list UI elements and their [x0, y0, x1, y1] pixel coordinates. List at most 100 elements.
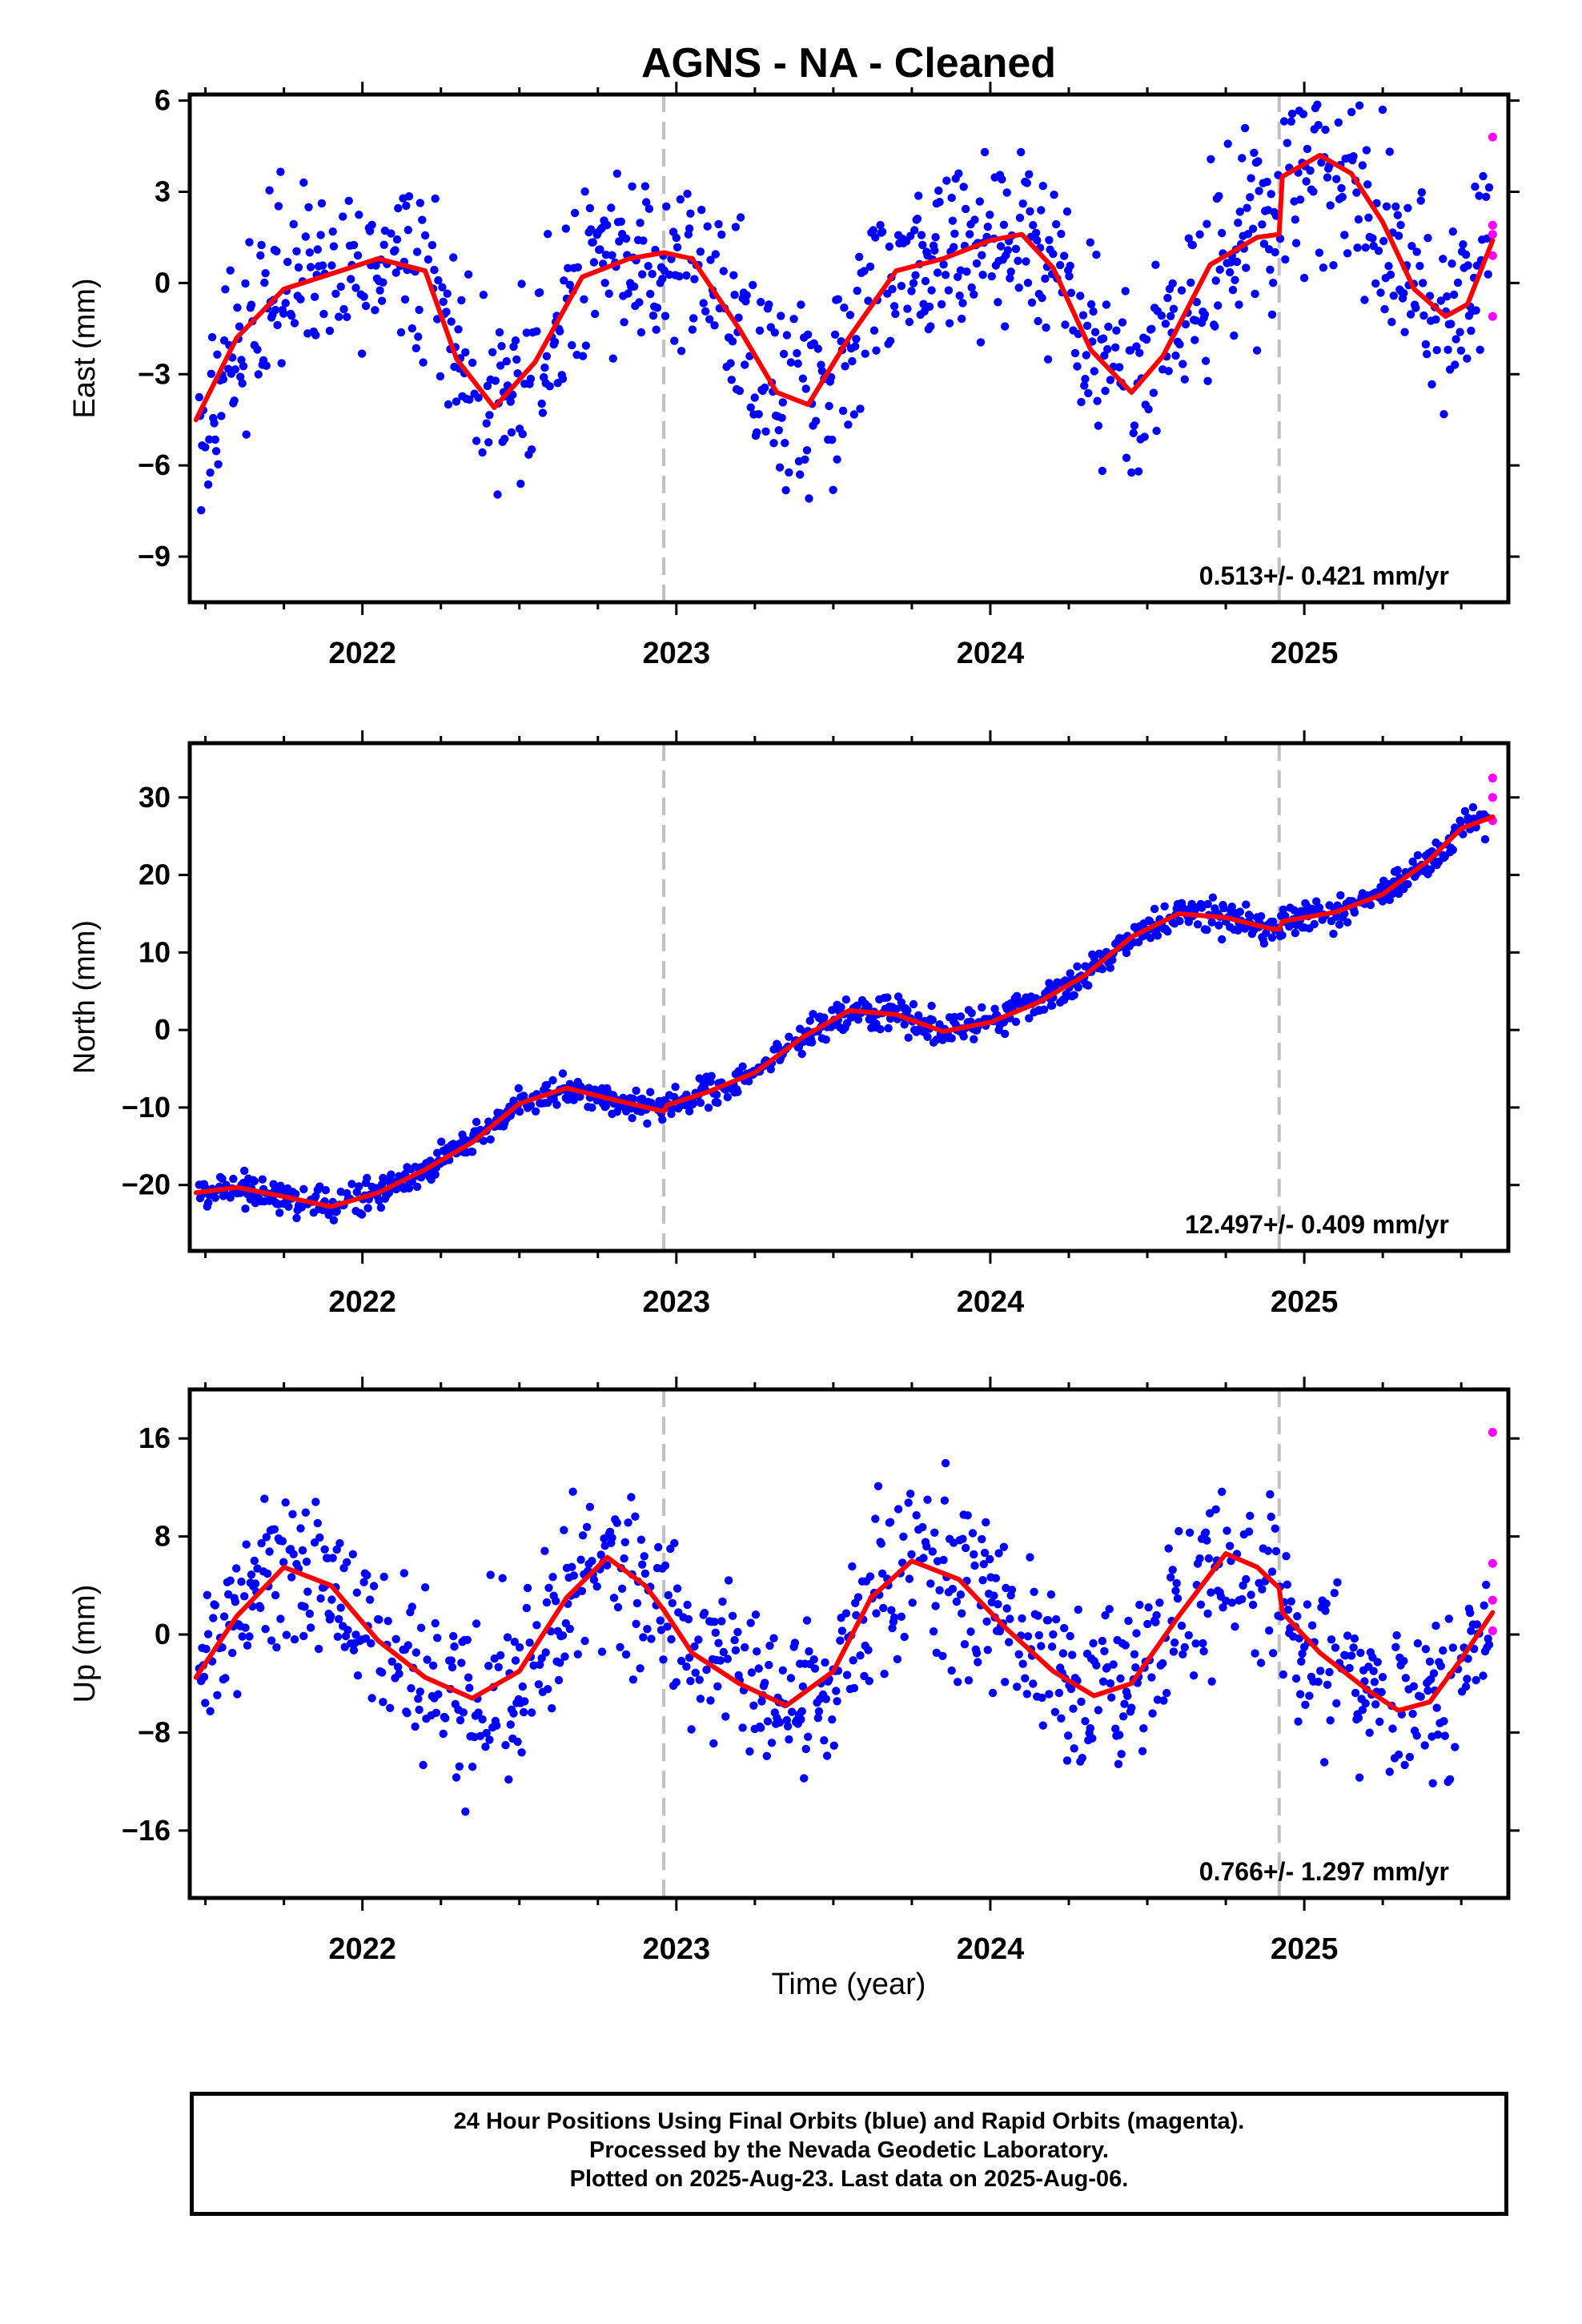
data-point — [257, 240, 266, 250]
data-point — [1227, 258, 1235, 267]
data-point — [1147, 324, 1156, 333]
data-point — [299, 178, 308, 187]
data-point — [1267, 1512, 1275, 1522]
data-point — [686, 209, 695, 218]
fit-line — [193, 1551, 1496, 1713]
data-point — [813, 344, 822, 353]
data-point — [1080, 381, 1089, 390]
data-point — [375, 1615, 383, 1624]
data-point — [644, 204, 654, 213]
data-point — [391, 1634, 400, 1643]
data-point — [754, 1664, 763, 1673]
data-point — [1047, 1642, 1057, 1651]
data-point — [1108, 955, 1117, 964]
data-point — [1343, 1631, 1352, 1640]
data-point — [486, 1135, 495, 1144]
data-point — [438, 283, 447, 292]
data-point — [1215, 921, 1223, 930]
data-point — [518, 429, 527, 439]
data-point — [1098, 466, 1107, 476]
data-point — [774, 426, 783, 435]
data-point — [978, 251, 986, 259]
data-point — [232, 1564, 241, 1573]
data-point — [1382, 202, 1391, 211]
data-point — [967, 1008, 976, 1018]
data-point — [897, 281, 906, 291]
data-point — [621, 234, 631, 243]
data-point — [377, 1668, 387, 1677]
data-point — [1093, 396, 1102, 405]
data-point — [905, 317, 914, 327]
data-point — [1118, 318, 1127, 327]
data-point — [447, 317, 456, 326]
data-point — [833, 455, 841, 464]
data-point — [1476, 345, 1484, 354]
data-point — [1207, 1588, 1215, 1597]
data-point — [1432, 1703, 1441, 1712]
data-point — [994, 1600, 1002, 1609]
data-point — [1472, 1620, 1482, 1629]
panel-frame — [187, 741, 1511, 1253]
data-point — [1152, 1610, 1161, 1620]
data-point — [1203, 1609, 1212, 1618]
data-point — [565, 1624, 574, 1634]
data-point — [1177, 1621, 1186, 1630]
data-point — [418, 215, 427, 224]
data-point — [197, 506, 206, 515]
data-point — [1002, 188, 1011, 197]
data-point — [1007, 1586, 1017, 1594]
data-point — [394, 203, 403, 213]
data-point — [1196, 1600, 1206, 1609]
data-point — [1195, 230, 1204, 239]
data-point — [1177, 286, 1186, 295]
data-point — [271, 1590, 280, 1600]
data-point — [950, 1012, 959, 1022]
data-point — [856, 404, 865, 413]
chart-title: AGNS - NA - Cleaned — [641, 40, 1056, 86]
data-point — [1440, 1731, 1450, 1740]
data-point — [1468, 802, 1478, 812]
data-point — [832, 1687, 841, 1695]
data-point — [253, 345, 262, 354]
data-point — [685, 1107, 694, 1116]
data-point — [1077, 397, 1086, 407]
data-point — [900, 1632, 909, 1642]
data-point — [379, 278, 387, 287]
x-tick-label: 2025 — [1271, 1932, 1339, 1966]
data-point — [1057, 1714, 1066, 1723]
data-point — [1453, 278, 1463, 287]
data-point — [1408, 1709, 1417, 1719]
data-point — [1281, 911, 1290, 921]
data-point — [1244, 1527, 1254, 1536]
data-point — [988, 1688, 998, 1698]
data-point — [1166, 1573, 1175, 1582]
data-point — [891, 309, 900, 319]
data-point — [1231, 1622, 1239, 1631]
data-point — [1373, 1658, 1382, 1667]
data-point — [686, 1676, 695, 1686]
data-point — [1354, 1714, 1363, 1723]
data-point — [1391, 202, 1400, 211]
data-point — [315, 1182, 324, 1191]
data-point — [414, 332, 423, 341]
data-point — [355, 1182, 363, 1191]
data-point — [939, 1555, 948, 1565]
data-point — [876, 1025, 885, 1034]
data-point — [1388, 1724, 1397, 1733]
data-point — [1127, 1703, 1136, 1712]
data-point — [479, 1136, 488, 1145]
data-point — [770, 328, 779, 337]
data-point — [841, 362, 849, 371]
data-point — [1362, 146, 1371, 155]
data-point — [841, 995, 851, 1004]
data-point — [603, 220, 612, 230]
data-point — [1163, 927, 1172, 936]
data-point — [928, 1547, 938, 1556]
data-point — [203, 1590, 211, 1600]
data-point — [1423, 1686, 1432, 1695]
data-point — [1201, 356, 1211, 365]
data-point — [291, 1189, 300, 1199]
data-point — [400, 1569, 408, 1578]
data-point — [474, 1708, 483, 1717]
data-point — [629, 282, 639, 291]
